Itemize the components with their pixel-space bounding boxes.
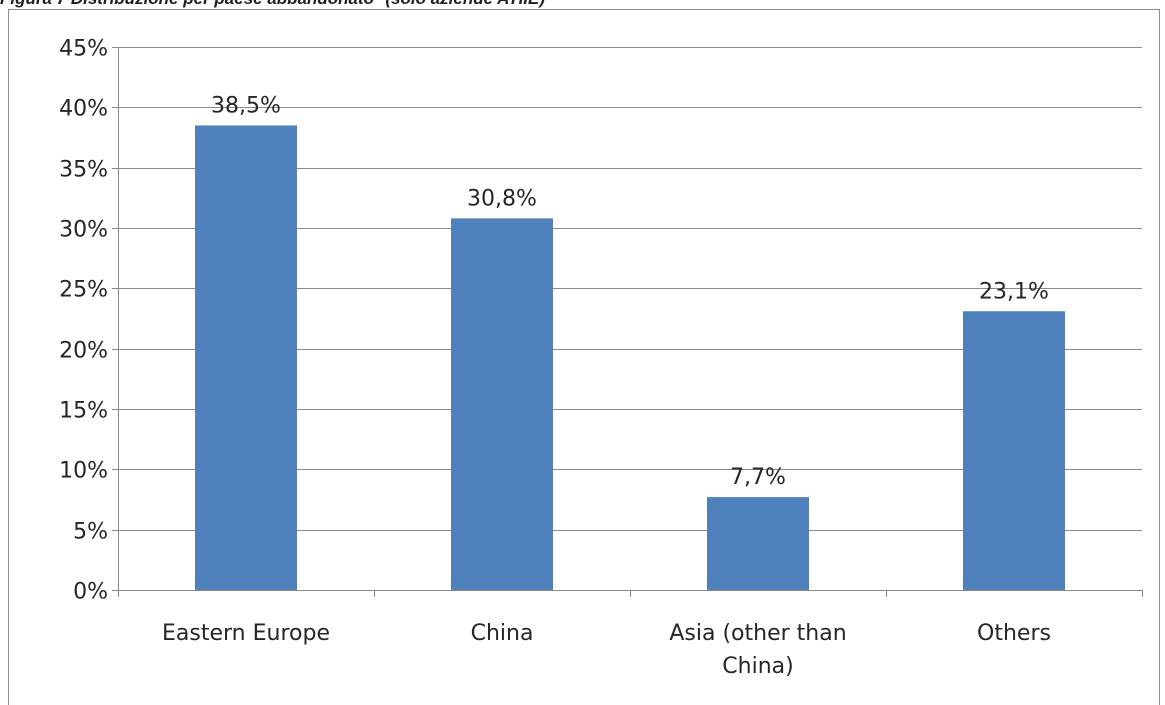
y-tick-label: 15% — [59, 399, 108, 424]
y-tick-label: 45% — [59, 37, 108, 62]
figure-caption: Figura 7 Distribuzione per paese abbando… — [0, 0, 545, 9]
y-tick-label: 40% — [59, 97, 108, 122]
bars — [195, 125, 1065, 590]
category-label: China) — [722, 654, 793, 679]
y-tick-label: 20% — [59, 339, 108, 364]
category-label: Others — [977, 621, 1051, 646]
data-label: 23,1% — [979, 279, 1049, 304]
y-tick-label: 10% — [59, 459, 108, 484]
category-label: Eastern Europe — [162, 621, 330, 646]
y-tick-label: 5% — [73, 520, 108, 545]
axes — [112, 47, 1143, 597]
data-label: 38,5% — [211, 93, 281, 118]
category-label: China — [471, 621, 534, 646]
y-tick-label: 35% — [59, 158, 108, 183]
bar — [707, 497, 809, 590]
data-label: 30,8% — [467, 186, 537, 211]
bar — [963, 311, 1065, 590]
category-label: Asia (other than — [669, 621, 846, 646]
y-tick-label: 25% — [59, 278, 108, 303]
bar — [451, 218, 553, 590]
data-label: 7,7% — [730, 465, 786, 490]
bar — [195, 125, 297, 590]
labels: 0% 5% 10% 15% 20% 25% 30% 35% 40% 45% 38,5% Eastern… — [59, 37, 1051, 680]
y-tick-label: 30% — [59, 218, 108, 243]
y-tick-label: 0% — [73, 580, 108, 605]
